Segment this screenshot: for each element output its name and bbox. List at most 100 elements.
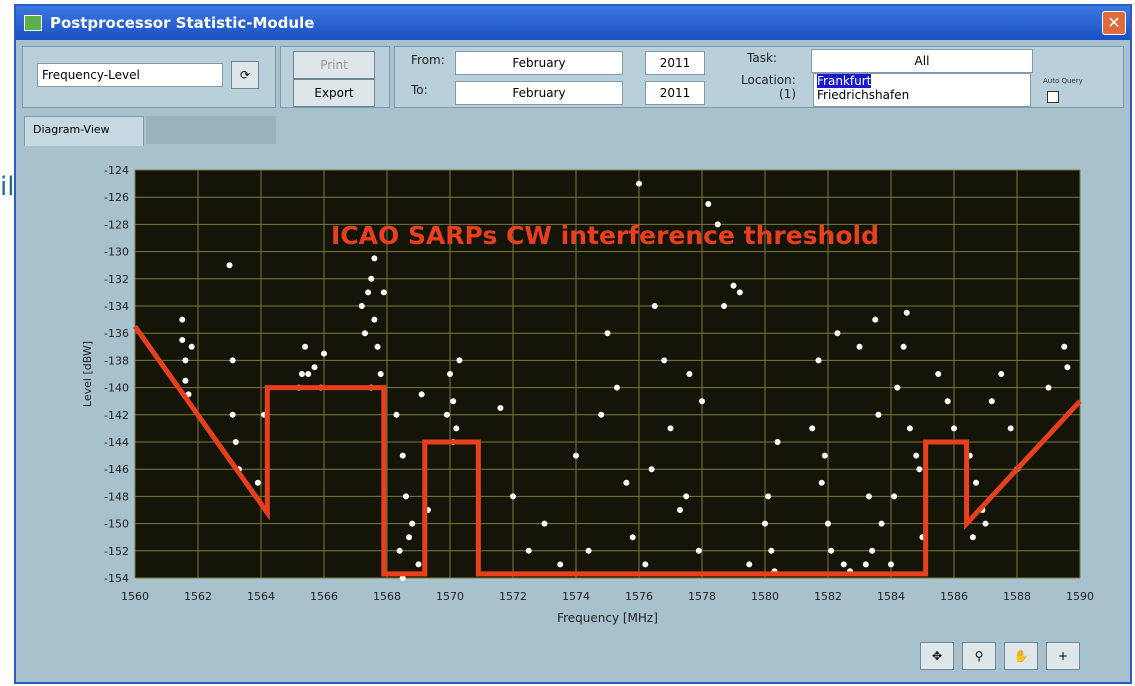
data-point bbox=[825, 520, 831, 527]
x-tick-label: 1574 bbox=[562, 590, 590, 603]
to-year[interactable]: 2011 bbox=[645, 81, 705, 105]
data-point bbox=[982, 520, 989, 527]
data-point bbox=[705, 201, 712, 207]
data-point bbox=[903, 309, 910, 316]
data-point bbox=[944, 398, 951, 405]
location-label: Location: bbox=[741, 73, 796, 87]
task-selector[interactable]: All bbox=[811, 49, 1033, 73]
location-item[interactable]: Frankfurt bbox=[817, 74, 872, 88]
to-month-text: February bbox=[512, 86, 566, 100]
auto-query-label: Auto Query bbox=[1043, 77, 1083, 85]
data-point bbox=[182, 377, 189, 384]
zoom-button[interactable]: ⚲ bbox=[962, 642, 996, 670]
data-point bbox=[667, 425, 674, 432]
x-tick-label: 1584 bbox=[877, 590, 905, 603]
data-point bbox=[557, 561, 564, 568]
data-point bbox=[746, 561, 753, 568]
data-point bbox=[415, 561, 422, 568]
from-year[interactable]: 2011 bbox=[645, 51, 705, 75]
data-point bbox=[321, 350, 327, 357]
data-point bbox=[834, 330, 841, 337]
y-tick-label: -142 bbox=[104, 409, 129, 422]
close-button[interactable]: ✕ bbox=[1102, 11, 1126, 35]
data-point bbox=[1064, 364, 1071, 371]
from-month[interactable]: February bbox=[455, 51, 623, 75]
y-tick-label: -128 bbox=[104, 218, 129, 231]
data-point bbox=[358, 303, 365, 309]
y-tick-label: -152 bbox=[104, 545, 129, 558]
data-point bbox=[302, 343, 309, 350]
data-point bbox=[179, 337, 186, 343]
data-point bbox=[762, 520, 768, 527]
data-point bbox=[232, 439, 239, 445]
tab[interactable]: Diagram-View bbox=[24, 116, 144, 146]
x-tick-label: 1590 bbox=[1066, 590, 1094, 603]
data-point bbox=[254, 479, 261, 486]
data-point bbox=[809, 425, 816, 432]
from-label: From: bbox=[411, 53, 445, 67]
y-tick-label: -148 bbox=[104, 490, 129, 503]
y-tick-label: -126 bbox=[104, 191, 129, 204]
print-button[interactable]: Print bbox=[293, 51, 375, 79]
data-point bbox=[818, 479, 825, 486]
data-point bbox=[443, 411, 450, 418]
data-point bbox=[683, 493, 690, 500]
data-point bbox=[377, 371, 384, 377]
background-text: il bbox=[0, 172, 15, 202]
export-button[interactable]: Export bbox=[293, 79, 375, 107]
data-point bbox=[497, 405, 504, 411]
data-point bbox=[935, 371, 942, 377]
data-point bbox=[721, 303, 728, 309]
data-point bbox=[828, 547, 835, 554]
auto-query-checkbox[interactable] bbox=[1047, 91, 1059, 103]
data-point bbox=[447, 371, 453, 377]
data-point bbox=[525, 547, 532, 554]
data-point bbox=[676, 507, 683, 513]
y-tick-label: -140 bbox=[104, 382, 129, 395]
y-tick-label: -134 bbox=[104, 300, 129, 313]
data-point bbox=[406, 534, 413, 541]
data-point bbox=[642, 561, 649, 568]
y-tick-label: -146 bbox=[104, 463, 129, 476]
data-point bbox=[396, 547, 403, 554]
data-point bbox=[604, 330, 611, 337]
x-tick-label: 1562 bbox=[184, 590, 212, 603]
data-point bbox=[361, 330, 368, 337]
data-point bbox=[878, 520, 885, 527]
view-selector[interactable]: Frequency-Level bbox=[37, 63, 223, 87]
task-label: Task: bbox=[747, 51, 777, 65]
data-point bbox=[869, 547, 876, 554]
location-count: (1) bbox=[779, 87, 796, 101]
x-axis-label: Frequency [MHz] bbox=[557, 611, 658, 625]
x-tick-label: 1586 bbox=[940, 590, 968, 603]
data-point bbox=[906, 425, 913, 432]
data-point bbox=[900, 343, 907, 350]
data-point bbox=[865, 493, 872, 500]
data-point bbox=[368, 275, 375, 282]
pan-zoom-button[interactable]: ✥ bbox=[920, 642, 954, 670]
data-point bbox=[541, 520, 548, 527]
cursor-button[interactable]: + bbox=[1046, 642, 1080, 670]
view-selector-text: Frequency-Level bbox=[42, 68, 140, 82]
y-tick-label: -136 bbox=[104, 327, 129, 340]
data-point bbox=[399, 575, 406, 581]
y-tick-label: -144 bbox=[104, 436, 129, 449]
y-tick-label: -124 bbox=[104, 164, 129, 177]
hand-button[interactable]: ✋ bbox=[1004, 642, 1038, 670]
data-point bbox=[651, 303, 658, 309]
data-point bbox=[402, 493, 409, 500]
x-tick-label: 1572 bbox=[499, 590, 527, 603]
data-point bbox=[1045, 384, 1052, 391]
data-point bbox=[623, 479, 630, 486]
threshold-line bbox=[132, 324, 1082, 577]
app-icon bbox=[24, 15, 42, 31]
data-point bbox=[453, 425, 460, 432]
refresh-button[interactable]: ⟳ bbox=[231, 61, 259, 89]
location-item[interactable]: Friedrichshafen bbox=[817, 88, 910, 102]
location-list[interactable]: Frankfurt Friedrichshafen bbox=[813, 73, 1031, 107]
data-point bbox=[179, 316, 186, 323]
x-tick-label: 1570 bbox=[436, 590, 464, 603]
data-point bbox=[629, 534, 636, 541]
to-month[interactable]: February bbox=[455, 81, 623, 105]
